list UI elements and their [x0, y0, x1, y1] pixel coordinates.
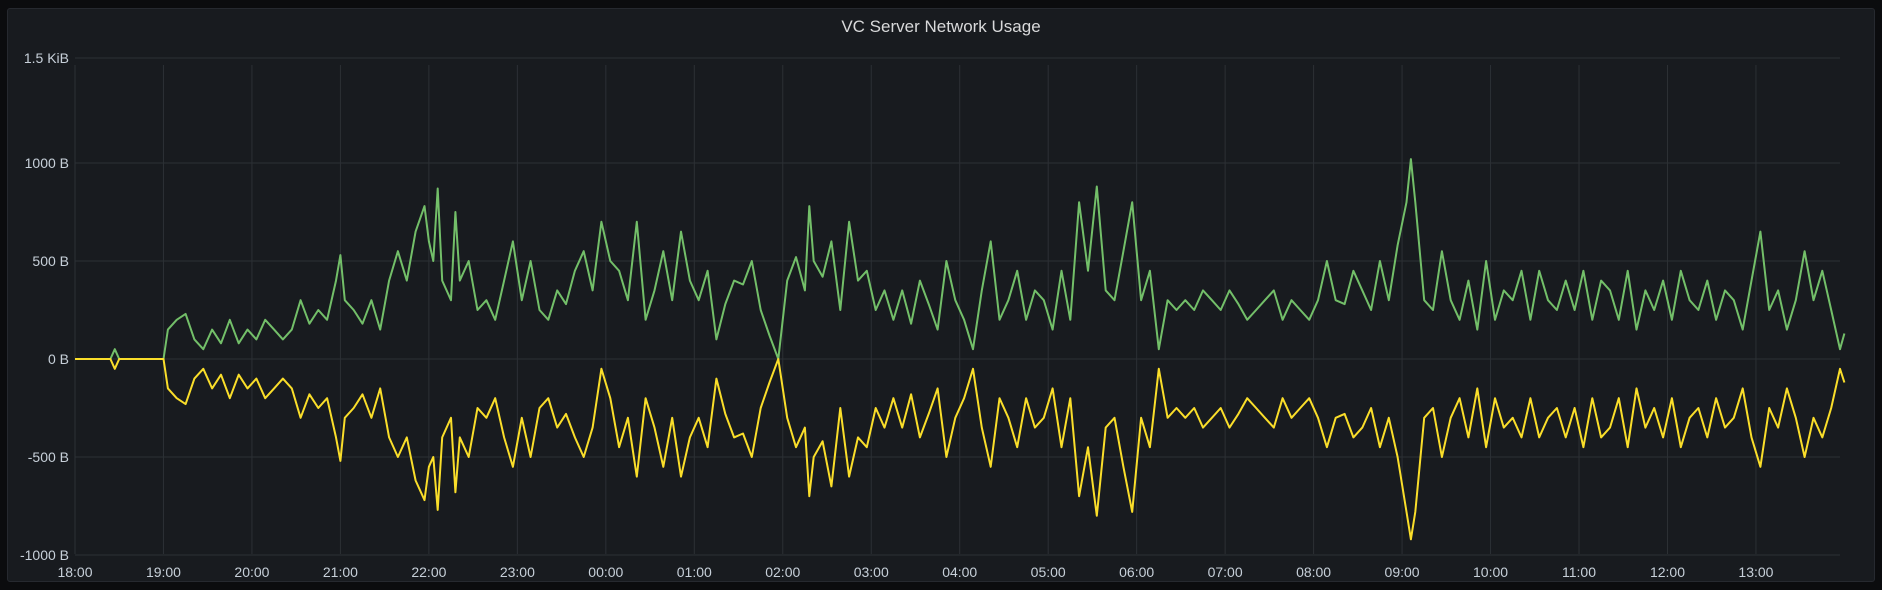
panel-title[interactable]: VC Server Network Usage — [841, 17, 1041, 36]
x-tick-label: 08:00 — [1296, 564, 1331, 580]
series-layer — [75, 158, 1846, 541]
x-tick-label: 23:00 — [500, 564, 535, 580]
x-tick-label: 04:00 — [942, 564, 977, 580]
y-tick-label: -1000 B — [20, 547, 69, 563]
series-line-yellow[interactable] — [75, 358, 1846, 541]
x-tick-label: 19:00 — [146, 564, 181, 580]
x-tick-label: 10:00 — [1473, 564, 1508, 580]
x-tick-label: 05:00 — [1031, 564, 1066, 580]
graph-panel: VC Server Network Usage — [7, 8, 1875, 582]
y-tick-label: -500 B — [28, 449, 69, 465]
x-tick-label: 21:00 — [323, 564, 358, 580]
x-tick-label: 01:00 — [677, 564, 712, 580]
x-tick-label: 09:00 — [1385, 564, 1420, 580]
x-tick-label: 00:00 — [588, 564, 623, 580]
y-grid — [75, 57, 1840, 556]
y-tick-label: 0 B — [48, 351, 69, 367]
y-axis-labels: 1.5 KiB 1000 B 500 B 0 B -500 B -1000 B — [20, 50, 69, 563]
x-tick-label: 11:00 — [1562, 564, 1596, 580]
x-grid — [74, 65, 1757, 554]
x-tick-label: 13:00 — [1738, 564, 1773, 580]
x-tick-label: 22:00 — [411, 564, 446, 580]
x-tick-label: 07:00 — [1208, 564, 1243, 580]
x-tick-label: 20:00 — [234, 564, 269, 580]
y-tick-label: 1000 B — [25, 155, 69, 171]
y-tick-label: 500 B — [32, 253, 69, 269]
x-tick-label: 18:00 — [57, 564, 92, 580]
x-tick-label: 03:00 — [854, 564, 889, 580]
series-line-green[interactable] — [75, 158, 1846, 360]
x-axis-labels: 18:00 19:00 20:00 21:00 22:00 23:00 00:00 01:00… — [57, 564, 1773, 580]
x-tick-label: 06:00 — [1119, 564, 1154, 580]
y-tick-label: 1.5 KiB — [24, 50, 69, 66]
x-tick-label: 02:00 — [765, 564, 800, 580]
x-tick-label: 12:00 — [1650, 564, 1685, 580]
